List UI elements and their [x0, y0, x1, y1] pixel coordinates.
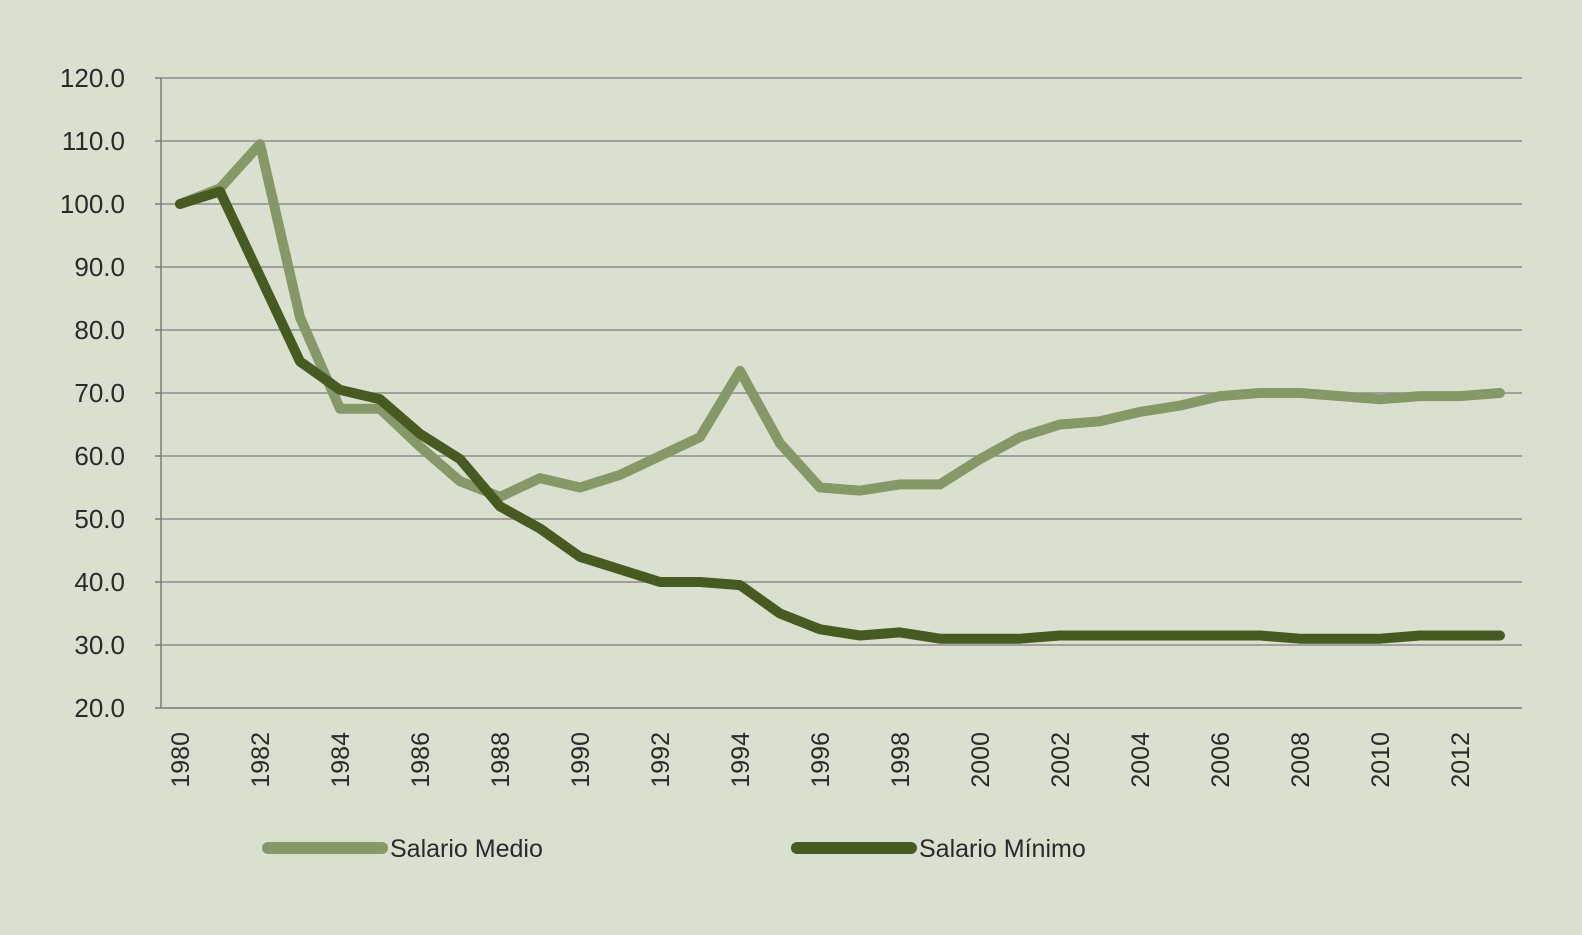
x-tick-label: 2010 — [1367, 732, 1395, 788]
y-tick-label: 40.0 — [74, 567, 125, 597]
x-tick-label: 1996 — [807, 732, 835, 788]
x-tick-label: 1992 — [647, 732, 675, 788]
x-tick-label: 1988 — [487, 732, 515, 788]
x-axis-tick-labels: 1980 1982 1984 1986 1988 1990 1992 1994 1996 1998… — [167, 732, 1475, 788]
x-tick-label: 2000 — [967, 732, 995, 788]
axes — [155, 77, 1522, 709]
series-line-salario-minimo — [175, 186, 1505, 644]
series-line-salario-medio — [175, 139, 1505, 502]
y-tick-label: 20.0 — [74, 693, 125, 723]
y-tick-label: 120.0 — [60, 63, 125, 93]
x-tick-label: 1998 — [887, 732, 915, 788]
x-tick-label: 1986 — [407, 732, 435, 788]
x-tick-label: 1982 — [247, 732, 275, 788]
y-tick-label: 50.0 — [74, 504, 125, 534]
x-tick-label: 2004 — [1127, 732, 1155, 788]
legend-label-salario-medio: Salario Medio — [390, 835, 543, 863]
y-axis-tick-labels: 120.0 110.0 100.0 90.0 80.0 70.0 60.0 50.0 40.0 3… — [60, 63, 125, 723]
x-tick-label: 2002 — [1047, 732, 1075, 788]
x-tick-label: 2008 — [1287, 732, 1315, 788]
series-lines — [175, 139, 1505, 644]
y-tick-label: 110.0 — [62, 126, 125, 156]
y-tick-label: 90.0 — [74, 252, 125, 282]
x-tick-label: 2012 — [1447, 732, 1475, 788]
x-tick-label: 1984 — [327, 732, 355, 788]
x-tick-label: 1980 — [167, 732, 195, 788]
y-tick-label: 80.0 — [74, 315, 125, 345]
y-tick-label: 70.0 — [74, 378, 125, 408]
legend-label-salario-minimo: Salario Mínimo — [919, 835, 1086, 863]
x-tick-label: 1994 — [727, 732, 755, 788]
x-tick-label: 2006 — [1207, 732, 1235, 788]
x-tick-label: 1990 — [567, 732, 595, 788]
legend: Salario Medio Salario Mínimo — [262, 835, 1086, 863]
gridlines — [161, 77, 1522, 646]
y-tick-label: 30.0 — [74, 630, 125, 660]
y-tick-label: 60.0 — [74, 441, 125, 471]
y-tick-label: 100.0 — [60, 189, 125, 219]
